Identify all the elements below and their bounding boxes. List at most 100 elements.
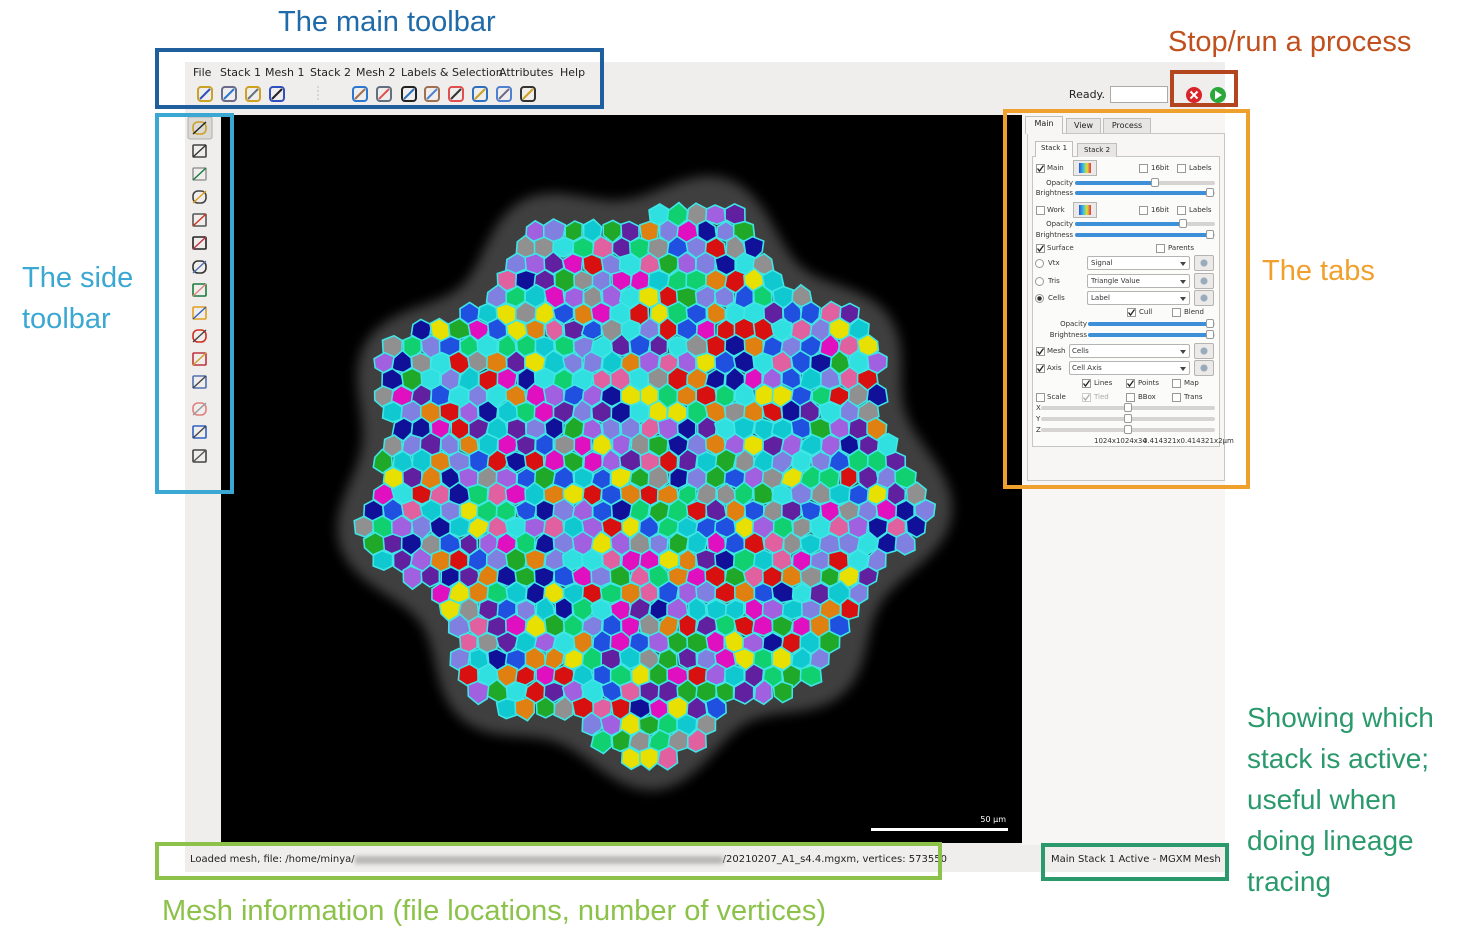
checkbox[interactable] xyxy=(1172,307,1181,317)
toolbar-icon[interactable] xyxy=(520,86,536,102)
side-tool-icon[interactable] xyxy=(192,213,207,227)
toolbar-icon[interactable] xyxy=(269,86,285,102)
checkbox[interactable] xyxy=(1126,392,1135,402)
side-tool-icon[interactable] xyxy=(192,283,207,297)
tab[interactable]: View xyxy=(1066,118,1101,133)
toolbar-icon[interactable] xyxy=(472,86,488,102)
progress-box xyxy=(1110,86,1168,103)
sub-tab[interactable]: Stack 2 xyxy=(1077,143,1117,157)
side-tool-icon[interactable] xyxy=(192,352,207,366)
icon-shape xyxy=(192,236,207,250)
checkbox[interactable] xyxy=(1139,205,1148,215)
checkbox[interactable] xyxy=(1036,163,1045,173)
checkbox[interactable] xyxy=(1177,205,1186,215)
tab[interactable]: Process xyxy=(1103,118,1151,133)
icon-shape xyxy=(223,88,235,100)
menu-item[interactable]: Labels & Selection xyxy=(401,66,503,79)
color-button[interactable] xyxy=(1073,160,1097,176)
side-tool-icon[interactable] xyxy=(192,425,207,439)
checkbox[interactable] xyxy=(1139,163,1148,173)
side-tool-icon[interactable] xyxy=(192,144,207,158)
icon-shape xyxy=(192,375,207,389)
color-button[interactable] xyxy=(1073,202,1097,218)
toolbar-icon[interactable] xyxy=(245,86,261,102)
icon-shape xyxy=(192,352,207,366)
slider-handle[interactable] xyxy=(1151,178,1159,187)
slider-handle[interactable] xyxy=(1124,414,1132,423)
side-tool-icon[interactable] xyxy=(192,329,207,343)
mesh-info-box xyxy=(155,842,942,880)
annotation-line: tracing xyxy=(1247,866,1332,897)
toolbar-icon[interactable] xyxy=(376,86,392,102)
icon-shape xyxy=(192,306,207,320)
toolbar-icon[interactable] xyxy=(424,86,440,102)
checkbox[interactable] xyxy=(1127,307,1136,317)
checkbox[interactable] xyxy=(1082,392,1091,402)
palette-button[interactable] xyxy=(1194,343,1214,359)
toolbar-icon[interactable] xyxy=(448,86,464,102)
toolbar-icon[interactable] xyxy=(221,86,237,102)
run-button[interactable] xyxy=(1210,87,1226,103)
slider-handle[interactable] xyxy=(1124,425,1132,434)
slider-handle[interactable] xyxy=(1206,188,1214,197)
slider-handle[interactable] xyxy=(1179,219,1187,228)
panel-label: Signal xyxy=(1091,259,1113,267)
cell xyxy=(840,597,860,620)
menu-item[interactable]: File xyxy=(193,66,212,79)
tab[interactable]: Main xyxy=(1025,116,1063,134)
toolbar-icon[interactable] xyxy=(197,86,213,102)
radio-button[interactable] xyxy=(1034,258,1044,268)
checkbox[interactable] xyxy=(1082,378,1091,388)
radio-button[interactable] xyxy=(1034,293,1044,303)
checkbox[interactable] xyxy=(1036,363,1045,373)
side-tool-icon[interactable] xyxy=(192,190,207,204)
side-tool-icon[interactable] xyxy=(192,260,207,274)
checkbox[interactable] xyxy=(1172,392,1181,402)
toolbar-icon[interactable] xyxy=(352,86,368,102)
side-tool-icon[interactable] xyxy=(192,306,207,320)
menu-item[interactable]: Attributes xyxy=(499,66,554,79)
checkbox[interactable] xyxy=(1036,243,1045,253)
side-tool-icon[interactable] xyxy=(192,121,207,135)
combo-box[interactable] xyxy=(1087,256,1190,270)
checkbox[interactable] xyxy=(1036,346,1045,356)
menu-item[interactable]: Mesh 2 xyxy=(356,66,396,79)
combo-arrow xyxy=(1180,367,1186,371)
checkbox[interactable] xyxy=(1177,163,1186,173)
slider-handle[interactable] xyxy=(1206,230,1214,239)
toolbar-icon[interactable] xyxy=(401,86,417,102)
stop-button[interactable] xyxy=(1186,87,1202,103)
menu-item[interactable]: Stack 1 xyxy=(220,66,261,79)
checkbox[interactable] xyxy=(1172,378,1181,388)
sub-tab[interactable]: Stack 1 xyxy=(1035,141,1073,157)
slider-handle[interactable] xyxy=(1206,319,1214,328)
panel-label: Vtx xyxy=(1048,259,1060,267)
cell xyxy=(611,728,632,753)
combo-box[interactable] xyxy=(1087,291,1190,305)
combo-box[interactable] xyxy=(1069,344,1190,358)
side-tool-icon[interactable] xyxy=(192,167,207,181)
checkbox[interactable] xyxy=(1156,243,1165,253)
side-tool-icon[interactable] xyxy=(192,449,207,463)
checkbox[interactable] xyxy=(1036,392,1045,402)
checkbox[interactable] xyxy=(1126,378,1135,388)
icon-shape xyxy=(496,86,512,102)
palette-button[interactable] xyxy=(1194,290,1214,306)
toolbar-icon[interactable] xyxy=(496,86,512,102)
side-tool-icon[interactable] xyxy=(192,375,207,389)
menu-item[interactable]: Stack 2 xyxy=(310,66,351,79)
side-tool-icon[interactable] xyxy=(192,402,207,416)
combo-box[interactable] xyxy=(1087,274,1190,288)
palette-button[interactable] xyxy=(1194,255,1214,271)
palette-button[interactable] xyxy=(1194,360,1214,376)
radio-button[interactable] xyxy=(1034,276,1044,286)
slider-handle[interactable] xyxy=(1124,403,1132,412)
cell xyxy=(554,596,574,621)
combo-box[interactable] xyxy=(1069,361,1190,375)
menu-item[interactable]: Help xyxy=(560,66,586,79)
menu-item[interactable]: Mesh 1 xyxy=(265,66,305,79)
side-tool-icon[interactable] xyxy=(192,236,207,250)
slider-handle[interactable] xyxy=(1206,330,1214,339)
palette-button[interactable] xyxy=(1194,273,1214,289)
checkbox[interactable] xyxy=(1036,205,1045,215)
